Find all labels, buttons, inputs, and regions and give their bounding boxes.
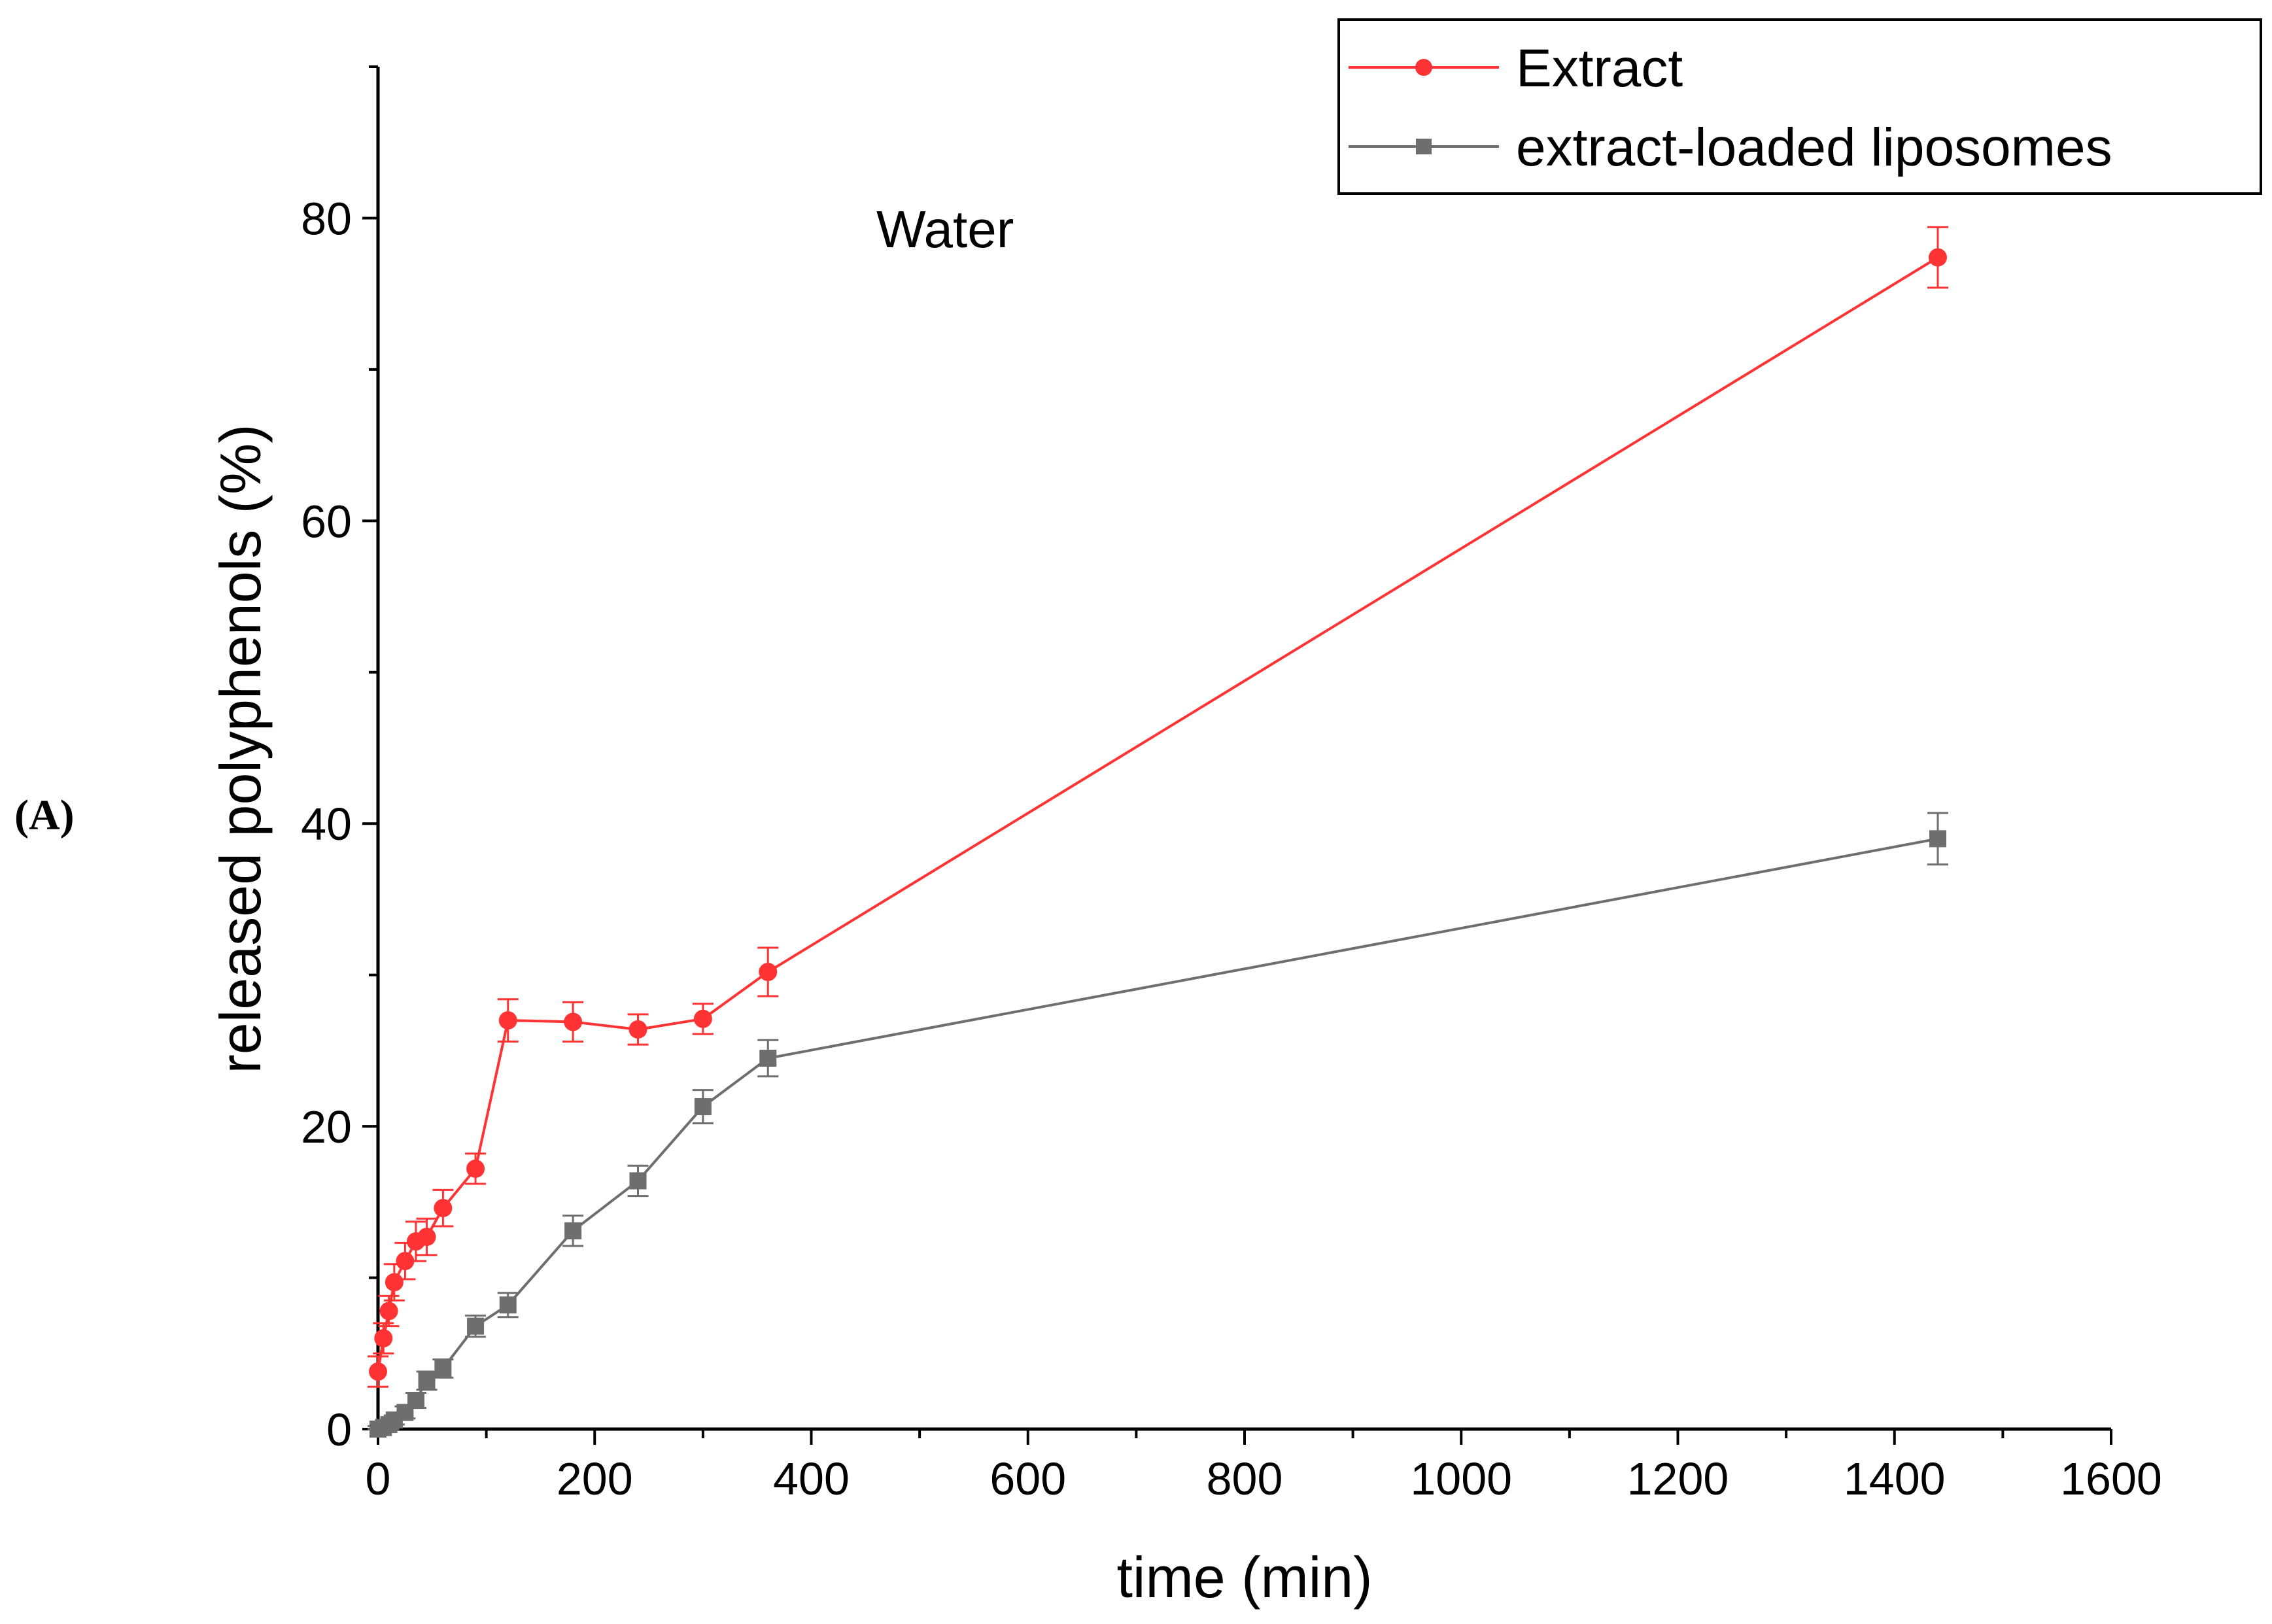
data-point (385, 1273, 404, 1292)
legend-label-liposomes: extract-loaded liposomes (1516, 118, 2112, 177)
data-point (694, 1098, 712, 1116)
data-point (564, 1012, 583, 1031)
data-point (628, 1020, 647, 1039)
legend-box (1337, 18, 2262, 195)
x-tick-label: 0 (366, 1453, 391, 1504)
x-tick-label: 1000 (1410, 1453, 1512, 1504)
x-tick-label: 400 (773, 1453, 850, 1504)
x-tick-label: 600 (990, 1453, 1066, 1504)
y-tick-label: 80 (301, 193, 352, 244)
data-point (759, 963, 778, 982)
x-tick-label: 200 (557, 1453, 633, 1504)
x-tick-label: 1400 (1844, 1453, 1946, 1504)
data-point (374, 1329, 393, 1348)
x-tick-label: 1200 (1627, 1453, 1729, 1504)
data-point (693, 1009, 712, 1028)
y-tick-label: 60 (301, 496, 352, 547)
series-layer (368, 226, 1948, 1438)
data-point (417, 1228, 436, 1247)
data-point (434, 1199, 453, 1218)
legend-marker-extract (1415, 59, 1432, 76)
y-tick-label: 40 (301, 799, 352, 850)
data-point (396, 1252, 415, 1271)
x-tick-label: 800 (1207, 1453, 1283, 1504)
data-point (499, 1296, 517, 1314)
series-extract (368, 226, 1948, 1388)
data-point (434, 1360, 452, 1377)
data-point (498, 1011, 517, 1030)
data-point (629, 1172, 647, 1190)
x-axis-title: time (min) (1116, 1545, 1372, 1610)
legend-marker-liposomes (1416, 139, 1432, 154)
y-axis-title: released polyphenols (%) (208, 424, 273, 1073)
data-point (564, 1222, 582, 1239)
x-ticks: 0 200 400 600 800 1000 1200 1400 1600 (366, 1429, 2162, 1504)
series-liposomes (368, 812, 1948, 1438)
legend: Extract extract-loaded liposomes (1337, 18, 2262, 195)
x-tick-label: 1600 (2060, 1453, 2162, 1504)
data-point (418, 1372, 436, 1389)
data-point (467, 1317, 485, 1335)
series-line (377, 256, 1939, 1372)
y-ticks: 0 20 40 60 80 (301, 65, 378, 1455)
condition-annotation: Water (876, 200, 1014, 258)
legend-label-extract: Extract (1516, 39, 1683, 98)
y-tick-label: 0 (326, 1404, 352, 1455)
data-point (1929, 830, 1946, 848)
series-line (377, 837, 1938, 1430)
data-point (369, 1362, 387, 1381)
panel-label: (A) (14, 791, 75, 839)
data-point (759, 1049, 777, 1067)
data-point (407, 1392, 424, 1409)
data-point (1929, 248, 1947, 267)
y-tick-label: 20 (301, 1101, 352, 1152)
data-point (466, 1159, 485, 1178)
data-point (379, 1302, 398, 1321)
axes (376, 67, 2111, 1431)
